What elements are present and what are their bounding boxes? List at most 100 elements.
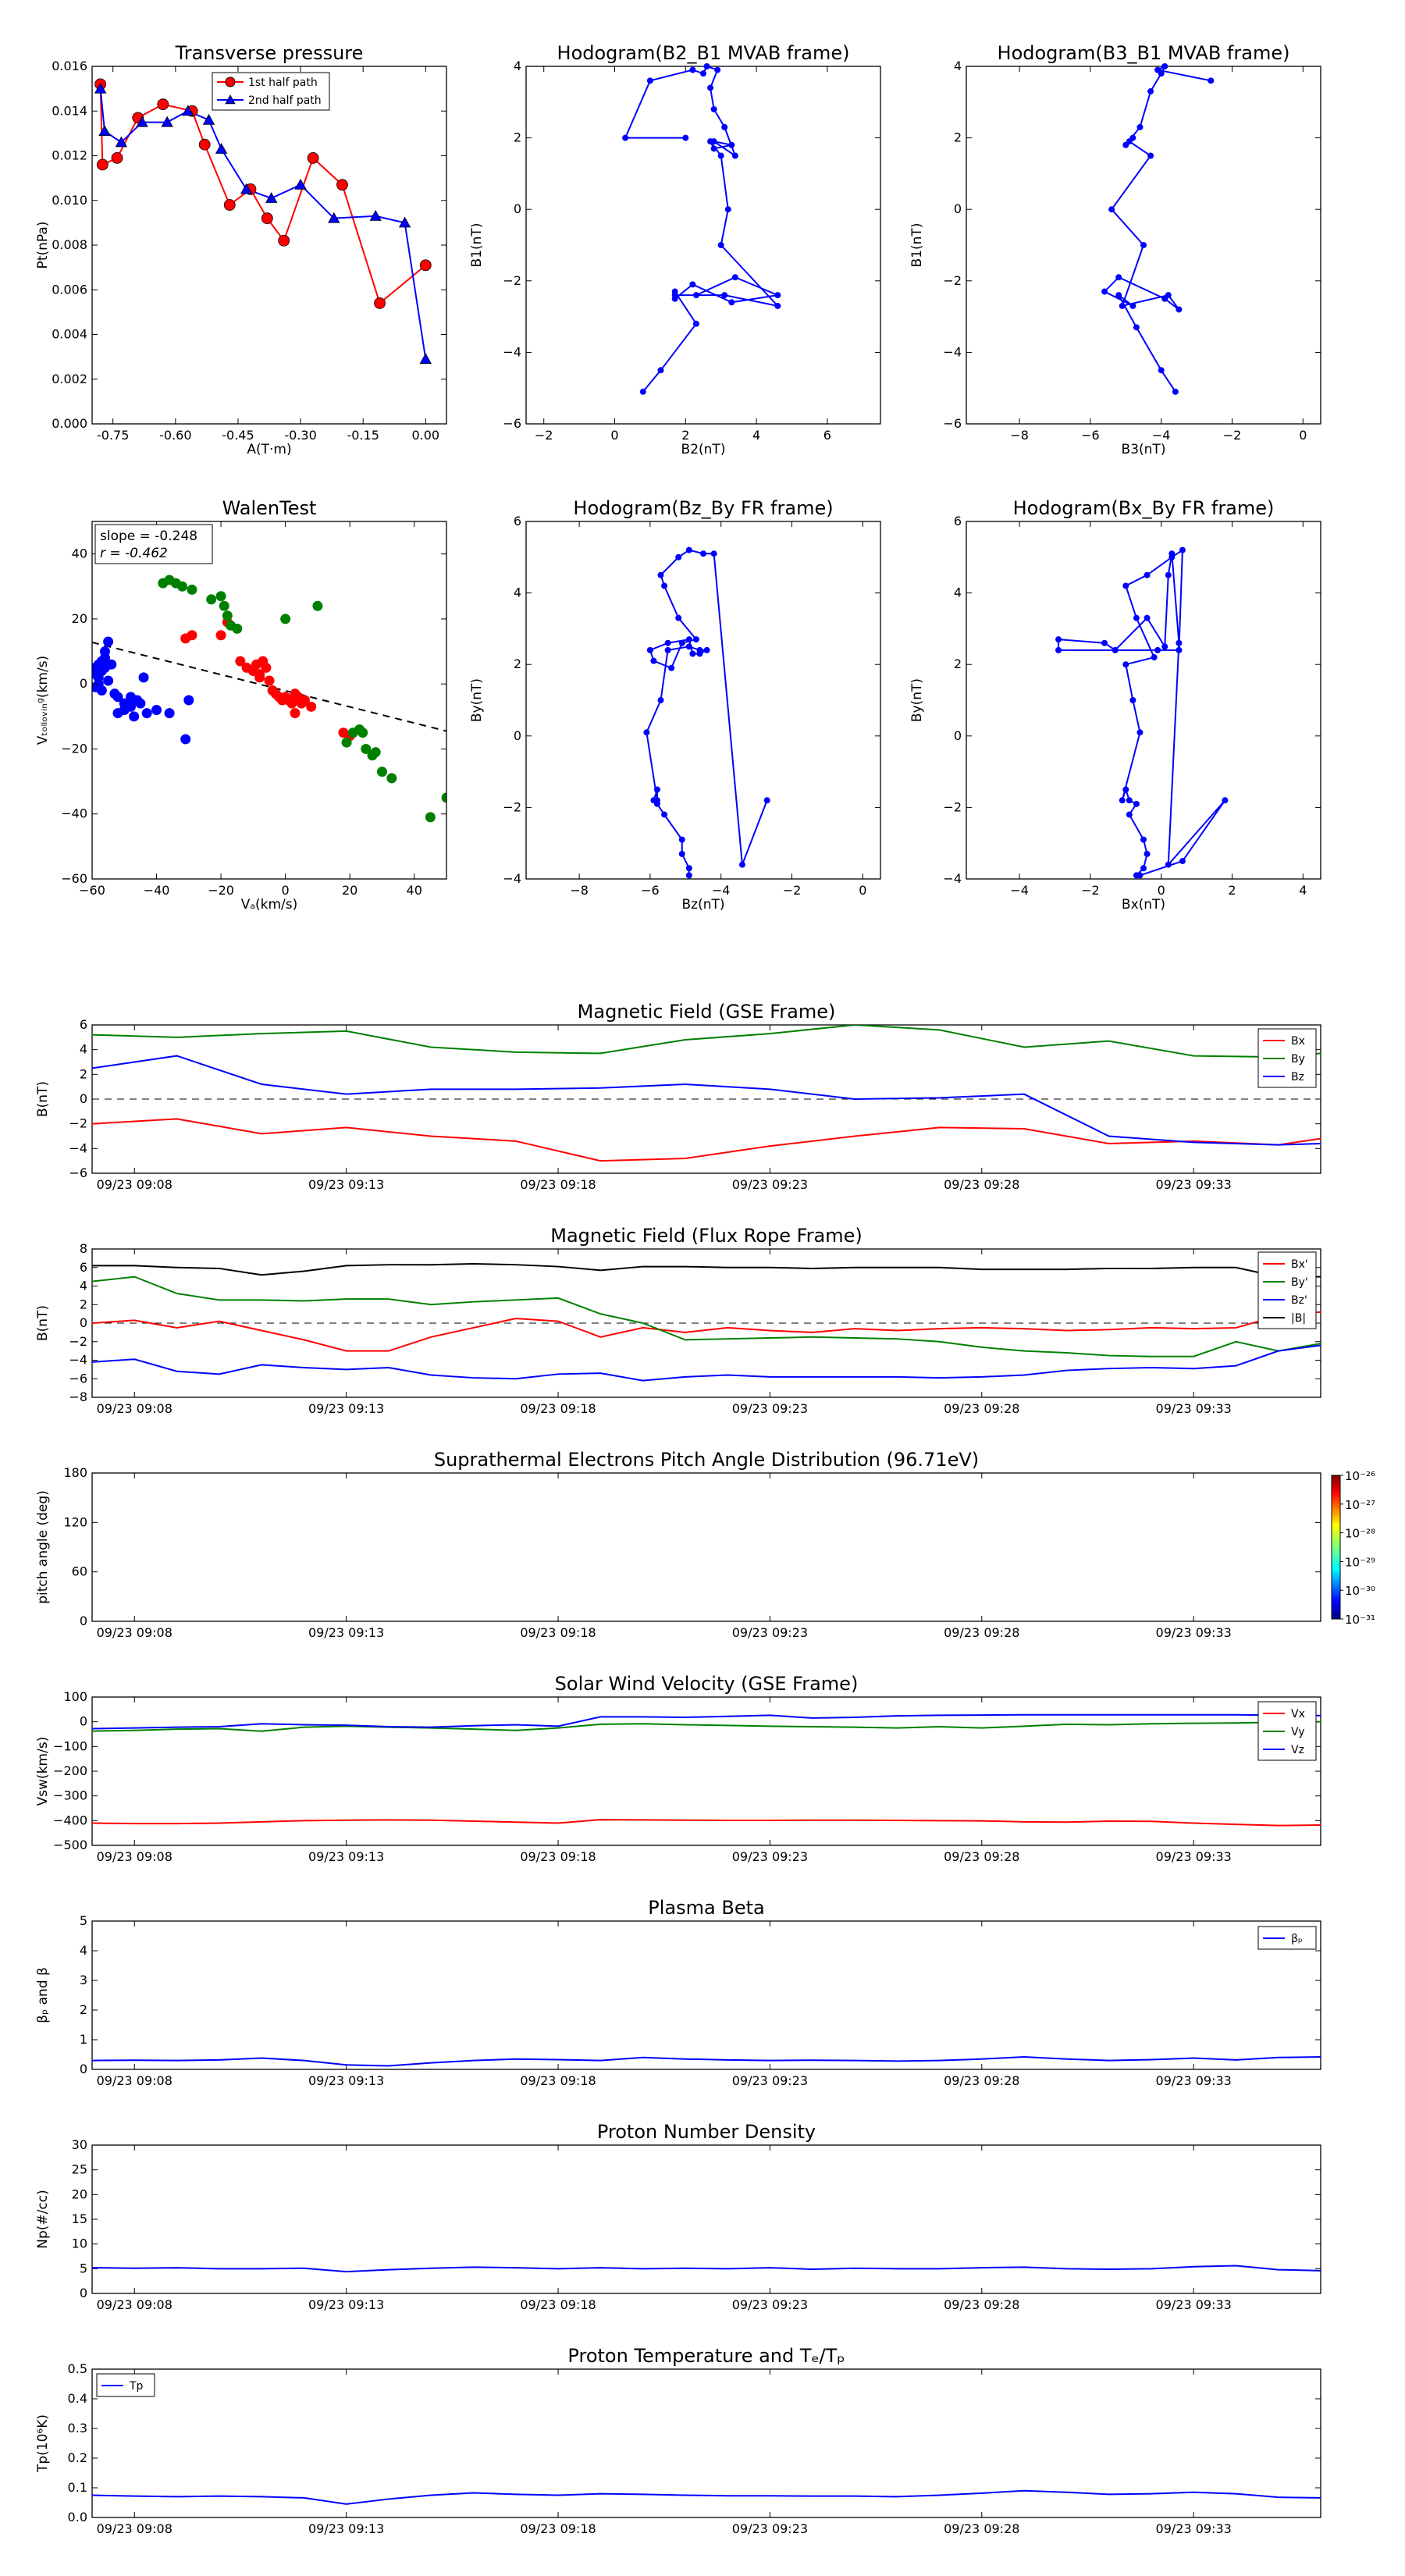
hodo4-point (1055, 646, 1062, 653)
vsw-xtick-label: 09/23 09:13 (308, 1849, 384, 1864)
gse-series-By (92, 1025, 1321, 1059)
tp-point-2nd (161, 116, 173, 127)
fr-ytick-label: −6 (69, 1371, 87, 1386)
np-xtick-label: 09/23 09:18 (520, 2297, 596, 2312)
hodo2-xtick-label: −8 (1010, 428, 1029, 443)
gse-xtick-label: 09/23 09:23 (732, 1177, 808, 1192)
vsw-xtick-label: 09/23 09:33 (1156, 1849, 1232, 1864)
np-xtick-label: 09/23 09:28 (944, 2297, 1019, 2312)
pad-ytick-label: 60 (72, 1564, 87, 1579)
gse-plot-area (92, 1025, 1321, 1162)
walen-point (119, 704, 130, 715)
beta-xtick-label: 09/23 09:33 (1156, 2073, 1232, 2088)
fr-legend: Bx' By' Bz' |B| (1257, 1251, 1317, 1329)
hodo4-point (1126, 811, 1133, 818)
tp-xtick-label: 09/23 09:18 (520, 2521, 596, 2536)
hodo2-point (1136, 123, 1144, 130)
walen-point (254, 672, 265, 683)
tp-point-1st (307, 151, 319, 164)
hodo4-xtick-label: 2 (1228, 883, 1236, 898)
fr-xtick-label: 09/23 09:28 (944, 1401, 1019, 1416)
vsw-xtick-label: 09/23 09:18 (520, 1849, 596, 1864)
hodo1-point (671, 292, 678, 299)
hodo3-point (657, 571, 664, 578)
hodo1-point (657, 367, 664, 374)
hodo2-ytick-label: 0 (954, 201, 962, 216)
np-xtick-label: 09/23 09:33 (1156, 2297, 1232, 2312)
hodo4-xtick-label: 4 (1299, 883, 1307, 898)
fr-xtick-label: 09/23 09:23 (732, 1401, 808, 1416)
hodo1-ytick-label: −4 (503, 344, 521, 359)
tp-ytick-label: 0.5 (68, 2361, 87, 2376)
hodo3-ytick-label: 2 (514, 656, 521, 671)
walen-point (103, 675, 114, 686)
beta-xtick-label: 09/23 09:28 (944, 2073, 1019, 2088)
tp-frame (91, 66, 447, 425)
hodo2-point (1122, 141, 1129, 148)
beta-xtick-label: 09/23 09:18 (520, 2073, 596, 2088)
hodo2-point (1101, 288, 1108, 295)
hodo3-point (678, 836, 685, 843)
hodo4-ylabel: By(nT) (909, 678, 925, 722)
fr-legend-label: |B| (1291, 1312, 1306, 1325)
gse-legend-label: Bx (1291, 1035, 1305, 1048)
np-ytick-label: 25 (72, 2162, 87, 2177)
tp-point-2nd (265, 192, 278, 203)
walen-point (312, 600, 323, 611)
gse-ytick-label: −2 (69, 1116, 87, 1131)
tp-point-1st (223, 199, 236, 211)
tp-point-2nd (369, 209, 382, 221)
vsw-ytick-label: −300 (53, 1788, 87, 1803)
hodo2-xtick-label: −2 (1223, 428, 1242, 443)
hodo2-point (1165, 292, 1172, 299)
hodo4-point (1144, 571, 1151, 578)
fr-ylabel: B(nT) (35, 1305, 51, 1341)
hodo1-path (624, 65, 781, 393)
walen-point (306, 701, 317, 712)
walen-point (280, 614, 291, 624)
walen-point (100, 646, 111, 657)
walen-xtick-label: −40 (144, 883, 170, 898)
hodo1-point (710, 105, 717, 112)
walen-point (206, 594, 217, 605)
hodo4-point (1136, 729, 1144, 736)
hodo1-point (721, 292, 728, 299)
tp-ytick-label: 0.008 (52, 237, 87, 252)
fr-legend-label: Bz' (1291, 1294, 1307, 1307)
walen-ytick-label: −20 (61, 741, 87, 756)
hodo4-point (1168, 550, 1176, 557)
fr-ytick-label: 6 (80, 1260, 87, 1275)
beta-plot-area (92, 2056, 1321, 2067)
tp-point-2nd (136, 116, 148, 127)
pad-ytick-label: 0 (80, 1614, 87, 1628)
walen-point (187, 630, 197, 641)
hodo3-ytick-label: 4 (514, 585, 521, 600)
hodo1-point (774, 302, 781, 309)
fr-xtick-label: 09/23 09:08 (97, 1401, 173, 1416)
vsw-xtick-label: 09/23 09:08 (97, 1849, 173, 1864)
walen-point (92, 681, 101, 692)
tp-ytick-label: 0.0 (68, 2510, 87, 2524)
hodo4-point (1133, 800, 1140, 807)
hodo1-point (717, 242, 724, 248)
hodo1-point (622, 134, 629, 141)
hodo2-point (1147, 88, 1154, 95)
np-ytick-label: 30 (72, 2137, 87, 2152)
hodo3-point (661, 582, 668, 589)
hodo1-ytick-label: −6 (503, 416, 521, 431)
beta-ytick-label: 5 (80, 1913, 87, 1928)
walen-point (261, 662, 272, 673)
tp-ytick-label: 0.004 (52, 327, 87, 342)
tp-ytick-label: 0.000 (52, 416, 87, 431)
tp-xtick-label: 09/23 09:23 (732, 2521, 808, 2536)
walen-point (129, 711, 140, 722)
vsw-series (92, 1720, 1321, 1732)
np-ytick-label: 10 (72, 2236, 87, 2251)
fr-timeseries-panel: Magnetic Field (Flux Rope Frame) B(nT) 09/… (35, 1225, 1321, 1416)
hodo1-point (728, 299, 735, 306)
walen-xtick-label: 40 (407, 883, 422, 898)
fr-xtick-label: 09/23 09:33 (1156, 1401, 1232, 1416)
hodo1-frame (525, 66, 881, 425)
walen-point (126, 692, 137, 703)
tp-ytick-label: 0.014 (52, 103, 87, 118)
